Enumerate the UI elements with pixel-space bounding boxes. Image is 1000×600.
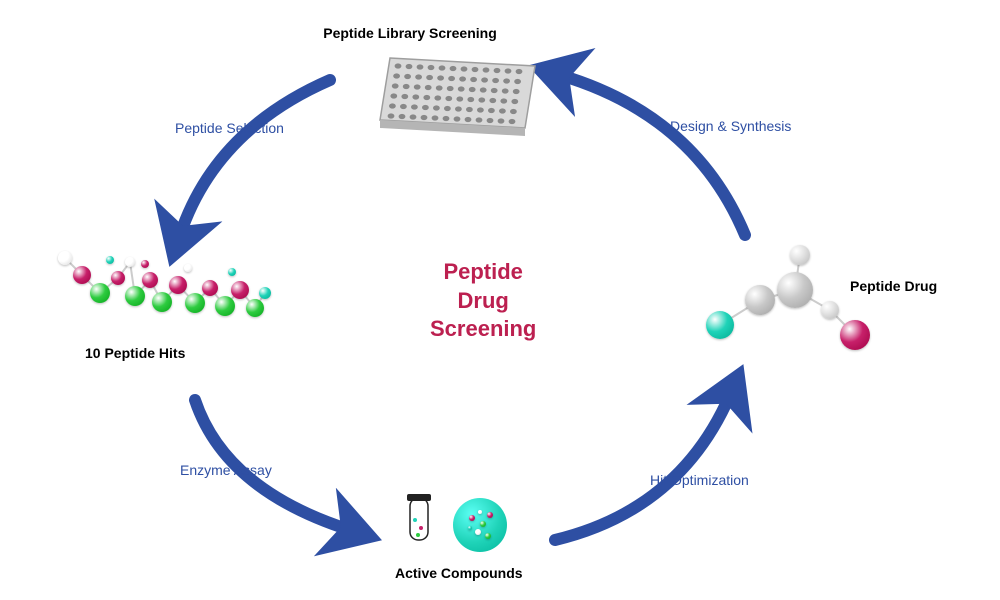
microplate-icon (370, 48, 550, 148)
center-title-line1: Peptide (430, 258, 536, 287)
edge-label-synthesis: Design & Synthesis (670, 118, 791, 134)
node-label-library: Peptide Library Screening (300, 25, 520, 41)
edge-label-assay: Enzyme Assay (180, 462, 272, 478)
center-title: Peptide Drug Screening (430, 258, 536, 344)
node-label-hits: 10 Peptide Hits (85, 345, 185, 361)
center-title-line2: Drug (430, 287, 536, 316)
center-title-line3: Screening (430, 315, 536, 344)
node-label-active: Active Compounds (395, 565, 523, 581)
tube-icon (400, 490, 440, 560)
node-label-drug: Peptide Drug (850, 278, 937, 294)
diagram-canvas: Peptide Drug Screening Peptide Library S… (0, 0, 1000, 600)
edge-label-optimization: Hit Optimization (650, 472, 749, 488)
edge-label-selection: Peptide Selection (175, 120, 284, 136)
